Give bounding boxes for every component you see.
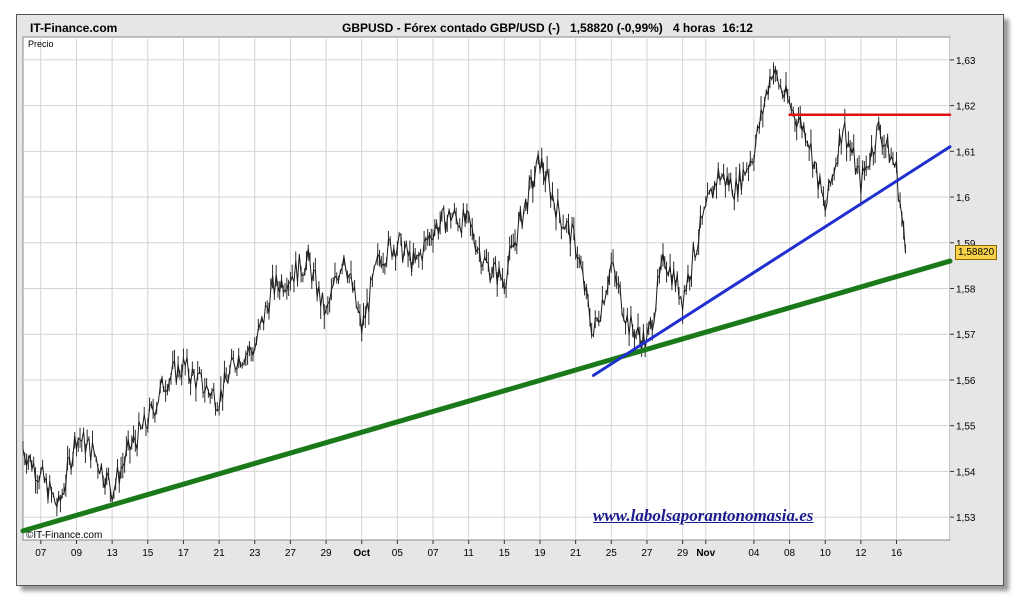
chart-time: 16:12: [722, 21, 753, 35]
y-tick-label: 1,56: [956, 376, 976, 387]
y-tick-label: 1,59: [956, 239, 976, 250]
chart-last-price: 1,58820: [570, 21, 614, 35]
chart-change: (-0,99%): [616, 21, 663, 35]
x-tick-label: 21: [570, 548, 582, 559]
trend-trendline: [591, 145, 952, 377]
price-series: [22, 62, 906, 517]
last-price-tag: 1,58820: [955, 245, 998, 260]
x-tick-label: 13: [107, 548, 119, 559]
x-tick-label: 07: [427, 548, 439, 559]
price-line: [22, 66, 906, 510]
support-trendline: [20, 258, 953, 534]
x-tick-label: 07: [35, 548, 47, 559]
x-tick-label: Nov: [696, 548, 715, 559]
x-tick-label: 29: [320, 548, 332, 559]
y-tick-label: 1,62: [956, 102, 976, 113]
x-tick-label: 15: [142, 548, 154, 559]
x-tick-label: 27: [641, 548, 653, 559]
x-tick-label: 08: [784, 548, 796, 559]
chart-timeframe: 4 horas: [672, 21, 716, 35]
y-tick-label: 1,54: [956, 467, 976, 478]
x-tick-label: Oct: [353, 548, 370, 559]
chart-title: GBPUSD - Fórex contado GBP/USD (-) 1,588…: [342, 21, 753, 35]
x-tick-label: 19: [534, 548, 546, 559]
x-tick-label: 05: [392, 548, 404, 559]
x-tick-label: 25: [606, 548, 618, 559]
y-tick-label: 1,57: [956, 330, 976, 341]
y-tick-label: 1,6: [956, 193, 970, 204]
site-title: IT-Finance.com: [30, 21, 118, 35]
x-tick-label: 29: [677, 548, 689, 559]
y-axis-panel: [950, 37, 998, 540]
x-tick-label: 21: [214, 548, 226, 559]
y-tick-label: 1,58: [956, 285, 976, 296]
x-tick-label: 12: [855, 548, 867, 559]
x-tick-label: 15: [499, 548, 511, 559]
y-tick-label: 1,53: [956, 513, 976, 524]
x-tick-label: 09: [71, 548, 83, 559]
x-tick-label: 16: [891, 548, 903, 559]
chart-description: Fórex contado GBP/USD (-): [404, 21, 561, 35]
copyright-text: ©IT-Finance.com: [26, 530, 103, 541]
y-tick-label: 1,63: [956, 56, 976, 67]
y-axis: 1,53 1,54 1,55 1,56 1,57 1,58 1,59 1,6 1,61 1,62 1…: [950, 56, 976, 524]
x-tick-label: 10: [820, 548, 832, 559]
x-tick-label: 17: [178, 548, 190, 559]
y-tick-label: 1,61: [956, 147, 976, 158]
watermark-link[interactable]: www.labolsaporantonomasia.es: [593, 506, 814, 525]
series-label: Precio: [28, 39, 54, 49]
x-axis: 07 09 13 15 17 21 23 27 29 Oct 05 07 11 15 19 21 25 27 29 N…: [35, 540, 903, 559]
x-tick-label: 23: [249, 548, 261, 559]
y-tick-label: 1,55: [956, 422, 976, 433]
x-tick-label: 11: [463, 548, 474, 559]
chart-symbol: GBPUSD: [342, 21, 394, 35]
trendline-layer: [20, 113, 953, 534]
x-tick-label: 04: [748, 548, 760, 559]
x-tick-label: 27: [285, 548, 297, 559]
